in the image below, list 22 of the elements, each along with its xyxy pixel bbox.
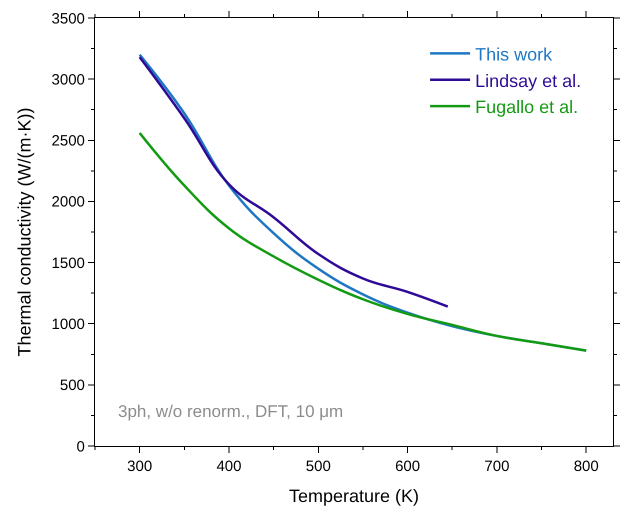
x-tick-label: 500 xyxy=(306,458,331,476)
y-tick-label: 3000 xyxy=(52,71,85,88)
legend-label: This work xyxy=(475,44,554,64)
x-tick-label: 700 xyxy=(484,458,510,476)
line-series xyxy=(138,132,588,352)
legend-label: Lindsay et al. xyxy=(475,70,582,91)
y-tick-label: 500 xyxy=(60,377,85,394)
y-tick-label: 0 xyxy=(76,438,85,456)
x-tick-label: 400 xyxy=(216,458,242,476)
annotation: 3ph, w/o renorm., DFT, 10 μm xyxy=(118,402,344,421)
y-tick-label: 1500 xyxy=(52,254,85,272)
y-tick-label: 2500 xyxy=(52,132,85,150)
x-axis-title: Temperature (K) xyxy=(288,486,420,506)
line-series xyxy=(138,56,450,308)
y-tick-label: 1000 xyxy=(52,316,85,333)
y-tick-label: 3500 xyxy=(52,10,85,28)
y-axis-title: Thermal conductivity (W/(m·K)) xyxy=(14,107,35,357)
legend-label: Fugallo et al. xyxy=(475,97,578,118)
x-tick-label: 600 xyxy=(395,458,420,476)
x-tick-label: 800 xyxy=(574,458,599,476)
x-tick-label: 300 xyxy=(127,458,152,476)
y-tick-label: 2000 xyxy=(52,194,85,211)
